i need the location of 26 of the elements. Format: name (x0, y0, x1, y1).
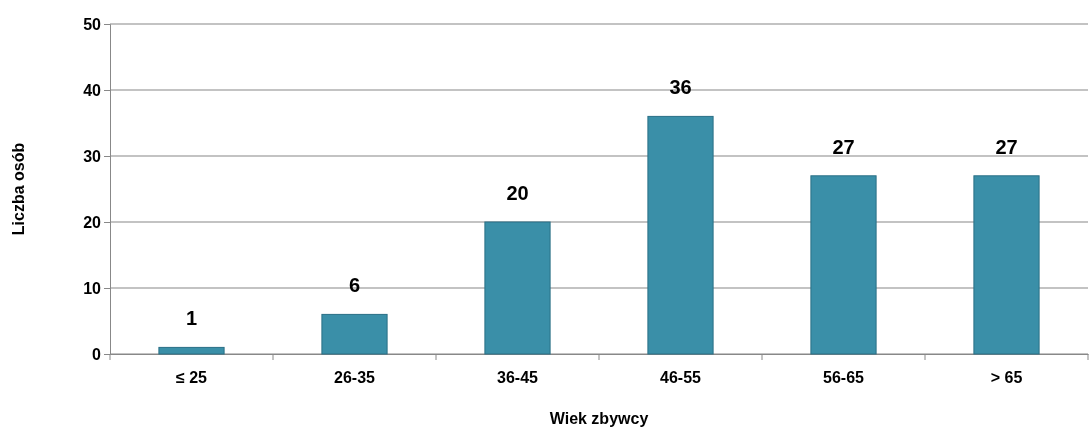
data-label: 6 (348, 274, 361, 297)
bar (647, 115, 714, 355)
x-tick-label: > 65 (990, 368, 1023, 386)
data-label: 1 (185, 307, 198, 330)
bar (158, 346, 225, 355)
y-tick-label: 0 (92, 345, 102, 363)
x-tick-label: 36-45 (497, 368, 539, 386)
y-axis-title: Liczba osób (10, 142, 27, 236)
x-axis-title: Wiek zbywcy (549, 410, 649, 427)
bar (321, 313, 388, 355)
x-tick-label: 26-35 (334, 368, 376, 386)
y-tick-label: 40 (83, 81, 102, 99)
x-tick-label: 46-55 (660, 368, 702, 386)
y-tick-label: 50 (83, 15, 102, 33)
bar (810, 175, 877, 355)
y-tick-label: 10 (83, 279, 102, 297)
y-tick-label: 30 (83, 147, 102, 165)
bar (973, 175, 1040, 355)
data-label: 27 (995, 135, 1018, 158)
x-tick-label: 56-65 (823, 368, 865, 386)
data-label: 36 (669, 76, 692, 99)
data-label: 27 (832, 135, 855, 158)
data-label: 20 (506, 182, 529, 204)
y-tick-label: 20 (83, 213, 102, 231)
bar (484, 221, 551, 355)
x-tick-label: ≤ 25 (175, 368, 208, 386)
